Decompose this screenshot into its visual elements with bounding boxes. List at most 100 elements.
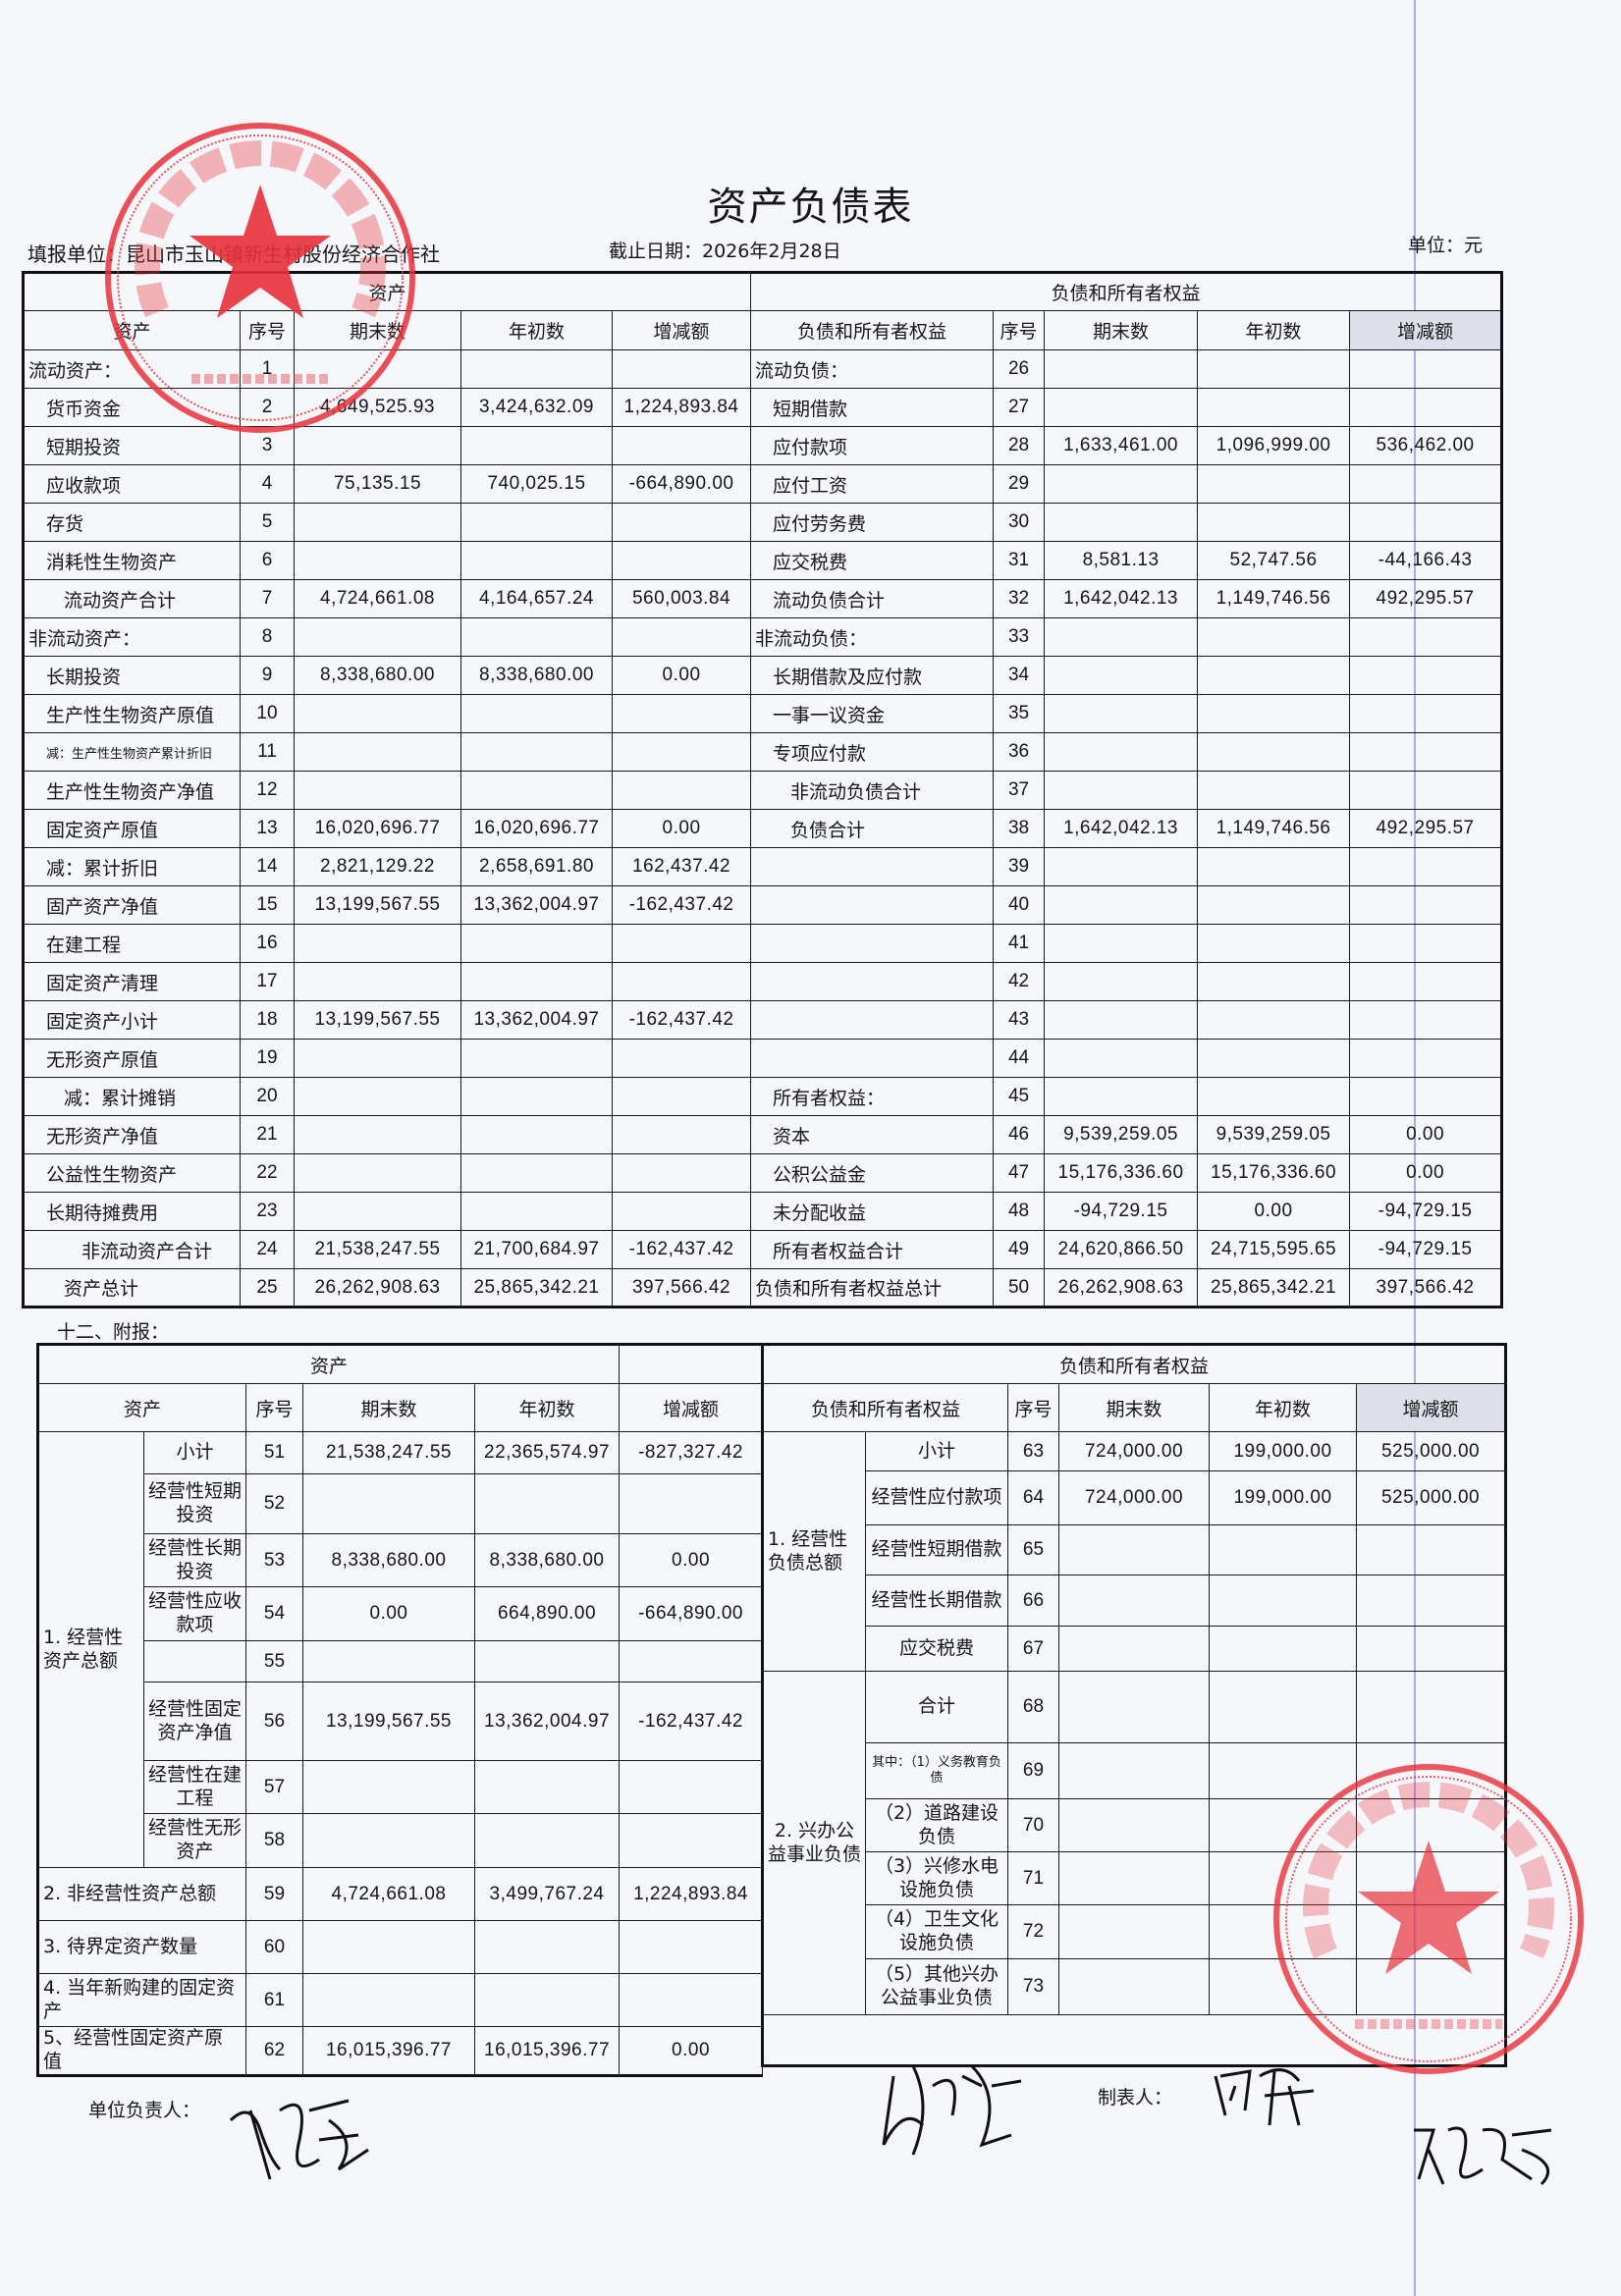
annex-liabilities-table: 负债和所有者权益 负债和所有者权益 序号 期末数 年初数 增减额 1. 经营性负债总额 小计 6… — [761, 1343, 1508, 2067]
signature-unit-head — [229, 2099, 369, 2180]
col-header-end: 期末数 — [1044, 310, 1199, 350]
liability-change-value: 525,000.00 — [1355, 1470, 1507, 1525]
liability-seq: 45 — [993, 1077, 1046, 1116]
table-row: （4）卫生文化设施负债 72 — [763, 1904, 1507, 1959]
asset-begin-value — [473, 1640, 621, 1682]
asset-begin-value — [473, 1813, 621, 1868]
asset-label: 存货 — [23, 503, 241, 542]
liability-change-value: 536,462.00 — [1349, 426, 1503, 465]
liability-label: 未分配收益 — [750, 1192, 995, 1231]
asset-label: 无形资产原值 — [23, 1039, 241, 1078]
asset-label: 在建工程 — [23, 924, 241, 963]
col-header-end: 期末数 — [294, 310, 461, 350]
asset-change-value — [611, 924, 752, 963]
liability-end-value — [1058, 1851, 1210, 1905]
asset-seq: 25 — [240, 1268, 295, 1308]
asset-seq: 62 — [245, 2026, 303, 2076]
asset-change-value: 0.00 — [619, 2026, 764, 2076]
table-row: 长期投资 9 8,338,680.00 8,338,680.00 0.00 长期借款及应付… — [23, 656, 1503, 695]
liability-seq: 30 — [993, 503, 1046, 542]
asset-label: 非流动资产合计 — [23, 1230, 241, 1269]
liability-begin-value — [1209, 1742, 1357, 1799]
liability-group-label: 1. 经营性负债总额 — [762, 1431, 866, 1672]
liability-end-value — [1058, 1575, 1210, 1627]
table-row: 固定资产原值 13 16,020,696.77 16,020,696.77 0.00 负债… — [23, 809, 1503, 848]
asset-label: 生产性生物资产原值 — [23, 694, 241, 733]
asset-end-value: 16,020,696.77 — [294, 809, 461, 848]
table-row: 55 — [38, 1640, 764, 1682]
liability-label: （3）兴修水电设施负债 — [865, 1851, 1008, 1905]
asset-change-value: -162,437.42 — [619, 1682, 764, 1761]
asset-begin-value: 13,362,004.97 — [460, 1000, 613, 1040]
liability-label: 经营性长期借款 — [865, 1575, 1008, 1627]
table-row: （3）兴修水电设施负债 71 — [763, 1851, 1507, 1905]
asset-seq: 23 — [240, 1192, 295, 1231]
liability-change-value — [1349, 1077, 1503, 1116]
asset-label: 3. 待界定资产数量 — [37, 1920, 246, 1974]
liability-change-value — [1349, 503, 1503, 542]
asset-begin-value — [460, 503, 613, 542]
liability-seq: 44 — [993, 1039, 1046, 1078]
asset-seq: 14 — [240, 847, 295, 886]
cutoff-date: 截止日期：2026年2月28日 — [609, 240, 841, 262]
asset-label: 公益性生物资产 — [23, 1153, 241, 1193]
asset-seq: 53 — [245, 1533, 303, 1587]
liability-seq: 34 — [993, 656, 1046, 695]
liability-begin-value — [1197, 771, 1351, 810]
asset-change-value — [619, 1973, 764, 2027]
table-row: 固定资产小计 18 13,199,567.55 13,362,004.97 -162,4… — [23, 1000, 1503, 1040]
liability-begin-value: 0.00 — [1197, 1192, 1351, 1231]
liability-begin-value — [1197, 924, 1351, 963]
liability-begin-value: 1,149,746.56 — [1197, 579, 1351, 618]
liability-seq: 69 — [1007, 1742, 1059, 1799]
annex-liabilities-header: 负债和所有者权益 — [761, 1344, 1507, 1384]
liability-end-value — [1044, 656, 1199, 695]
liability-end-value: 1,642,042.13 — [1044, 579, 1199, 618]
liability-seq: 26 — [993, 349, 1046, 389]
asset-begin-value — [460, 1192, 613, 1231]
liability-begin-value — [1197, 1000, 1351, 1040]
liability-seq: 63 — [1007, 1431, 1059, 1471]
asset-change-value — [619, 1920, 764, 1974]
liability-label — [750, 885, 995, 925]
asset-begin-value: 4,164,657.24 — [460, 579, 613, 618]
table-row: 经营性在建工程 57 — [38, 1760, 764, 1814]
asset-label: 2. 非经营性资产总额 — [37, 1867, 246, 1921]
asset-seq: 16 — [240, 924, 295, 963]
liability-seq: 32 — [993, 579, 1046, 618]
asset-label: 固定资产原值 — [23, 809, 241, 848]
asset-end-value — [294, 1192, 461, 1231]
liability-label: 小计 — [865, 1431, 1008, 1471]
liability-end-value: 26,262,908.63 — [1044, 1268, 1199, 1308]
asset-begin-value — [460, 541, 613, 580]
liability-change-value: 492,295.57 — [1349, 579, 1503, 618]
annex-assets-table: 资产 资产 序号 期末数 年初数 增减额 1. 经营性资产总额 小计 51 21,538,247.… — [36, 1343, 764, 2077]
liability-label: （2）道路建设负债 — [865, 1798, 1008, 1852]
asset-end-value: 16,015,396.77 — [302, 2026, 475, 2076]
liability-end-value: 724,000.00 — [1058, 1431, 1210, 1471]
asset-seq: 15 — [240, 885, 295, 925]
liability-begin-value — [1197, 962, 1351, 1001]
asset-seq: 17 — [240, 962, 295, 1001]
asset-change-value: -162,437.42 — [611, 1230, 752, 1269]
liability-seq: 70 — [1007, 1798, 1059, 1852]
annex-assets-header: 资产 — [36, 1344, 621, 1384]
asset-change-value: 1,224,893.84 — [619, 1867, 764, 1921]
asset-end-value: 4,649,525.93 — [294, 388, 461, 427]
table-row: 经营性短期借款 65 — [763, 1524, 1507, 1575]
asset-change-value: 397,566.42 — [611, 1268, 752, 1308]
asset-end-value — [294, 732, 461, 772]
liability-begin-value — [1209, 1904, 1357, 1959]
liability-begin-value — [1209, 1798, 1357, 1852]
liability-change-value — [1355, 1575, 1507, 1627]
liability-seq: 38 — [993, 809, 1046, 848]
asset-seq: 54 — [245, 1586, 303, 1641]
liability-seq: 67 — [1007, 1626, 1059, 1672]
liability-begin-value — [1209, 1626, 1357, 1672]
asset-begin-value: 3,499,767.24 — [473, 1867, 621, 1921]
table-row: （5）其他兴办公益事业负债 73 — [763, 1958, 1507, 2015]
liability-end-value — [1044, 1077, 1199, 1116]
table-row: 短期投资 3 应付款项 28 1,633,461.00 1,096,999.00 536,4… — [23, 426, 1503, 465]
asset-begin-value — [460, 617, 613, 657]
table-row: 生产性生物资产原值 10 一事一议资金 35 — [23, 694, 1503, 733]
